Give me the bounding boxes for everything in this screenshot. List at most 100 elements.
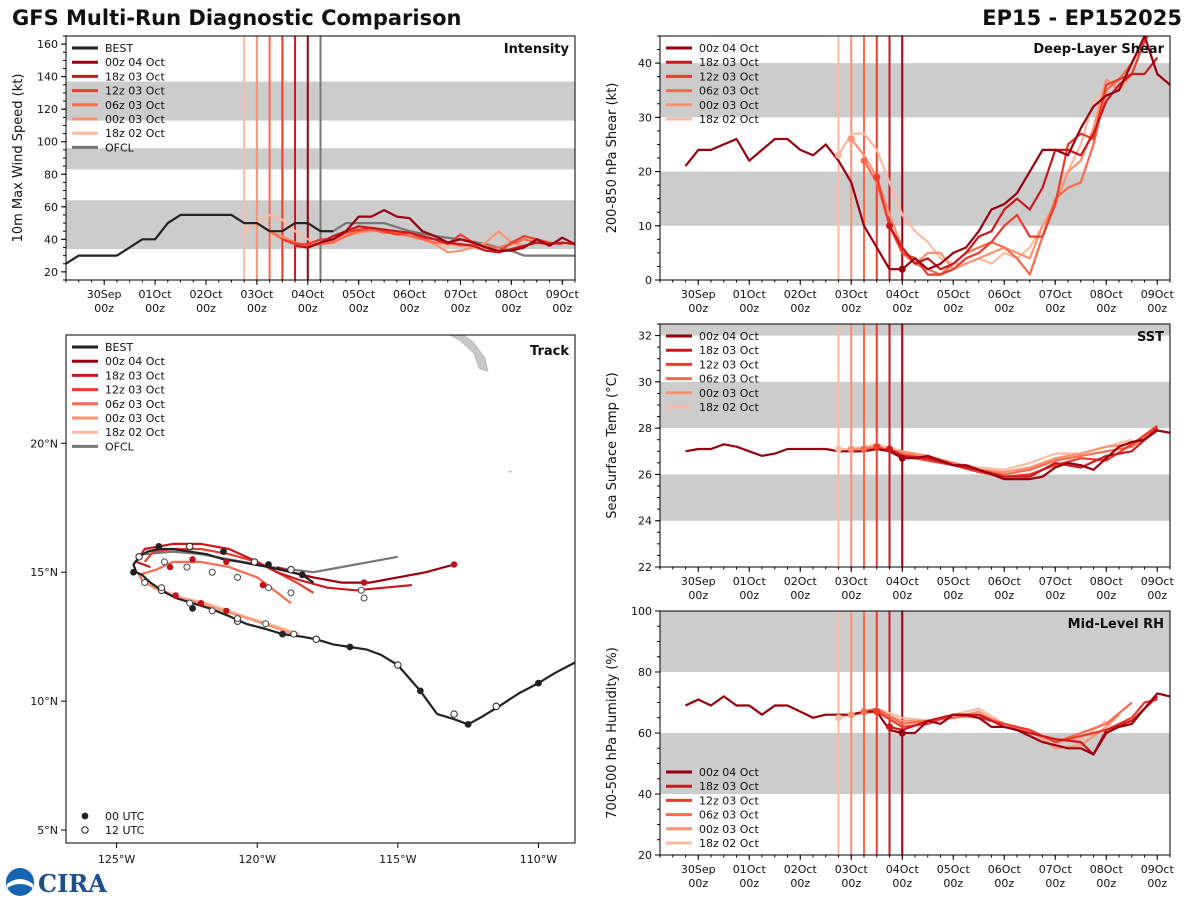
forecast-dot-00utc (172, 592, 179, 599)
init-marker (860, 157, 868, 165)
best-dot-12utc (287, 565, 295, 574)
legend-label: 06z 03 Oct (105, 99, 165, 112)
panel-title: Deep-Layer Shear (1033, 42, 1164, 57)
forecast-dot-00utc (189, 556, 196, 563)
x-tick-label: 00z (943, 302, 963, 315)
series-line-12z-03-Oct (875, 36, 1149, 276)
plot-area (660, 324, 1170, 567)
x-tick-label: 00z (841, 589, 861, 602)
forecast-dot-12utc (208, 607, 216, 615)
legend-label-12utc: 12 UTC (105, 824, 145, 837)
island-socorro (509, 470, 512, 473)
x-tick-label: 06Oct (988, 288, 1022, 301)
x-tick-label: 03Oct (835, 863, 869, 876)
x-tick-label: 30Sep (87, 288, 122, 301)
legend-label: 18z 02 Oct (105, 127, 165, 140)
series-line-06z-03-Oct (863, 40, 1146, 276)
figure-title: GFS Multi-Run Diagnostic Comparison (12, 6, 462, 30)
shaded-band (660, 171, 1170, 226)
x-tick-label: 00z (790, 302, 810, 315)
best-dot-00utc (189, 604, 196, 612)
forecast-dot-12utc (264, 584, 272, 592)
best-dot-12utc (312, 635, 320, 643)
x-tick-label: 06Oct (988, 575, 1022, 588)
x-tick-label: 08Oct (495, 288, 529, 301)
best-dot-12utc (186, 542, 194, 551)
best-dot-00utc (346, 643, 354, 651)
x-tick-label: 00z (247, 302, 267, 315)
best-dot-00utc (265, 561, 272, 568)
y-tick-label: 30 (638, 376, 652, 389)
init-marker (898, 265, 906, 273)
x-tick-label: 05Oct (937, 863, 971, 876)
legend-label: 00z 04 Oct (699, 766, 759, 779)
y-tick-label: 40 (638, 788, 652, 801)
track-panel: 125°W 120°W 115°W 110°W 5°N 10°N 15°N 20°N Track… (30, 334, 576, 866)
forecast-dot-00utc (223, 607, 230, 615)
x-tick-label: 09Oct (1141, 863, 1175, 876)
y-tick-label: 30 (638, 111, 652, 124)
x-tick-label: 03Oct (835, 288, 869, 301)
x-tick-label: 00z (943, 589, 963, 602)
x-tick-label: 30Sep (681, 575, 716, 588)
x-tick-label: 09Oct (546, 288, 580, 301)
x-tick-label: 09Oct (1141, 288, 1175, 301)
x-tick-label: 09Oct (1141, 575, 1175, 588)
shaded-band (660, 381, 1170, 429)
plot-area (66, 36, 575, 280)
x-tick-label: 06Oct (393, 288, 427, 301)
map-frame (65, 334, 576, 844)
x-tick-label: 05Oct (937, 575, 971, 588)
track-line-BEST (132, 547, 575, 726)
y-tick-label: 60 (44, 201, 58, 214)
init-marker (847, 711, 855, 719)
forecast-dot-12utc (158, 584, 166, 592)
series-line-OFCL (320, 222, 575, 257)
init-marker (835, 714, 842, 722)
x-tick-label: 07Oct (1039, 288, 1073, 301)
best-dot-12utc (450, 710, 458, 718)
legend-label: 18z 02 Oct (699, 401, 759, 414)
init-marker (847, 135, 855, 143)
x-tick-label: 05Oct (937, 288, 971, 301)
best-dot-00utc (535, 679, 542, 687)
x-tick-label: 00z (688, 302, 708, 315)
x-tick-label: 00z (1147, 877, 1167, 890)
shaded-band (660, 611, 1170, 672)
rh-panel: 2040608010030Sep00z01Oct00z02Oct00z03Oct… (605, 605, 1174, 890)
x-tick-label: 00z (1147, 302, 1167, 315)
x-tick-label: 00z (1045, 877, 1065, 890)
x-tick-label: 00z (892, 877, 912, 890)
y-tick-label: 40 (44, 233, 58, 246)
lat-tick-label: 20°N (30, 437, 58, 450)
y-tick-label: 26 (638, 468, 652, 481)
x-tick-label: 00z (841, 302, 861, 315)
forecast-dot-00utc (166, 563, 174, 571)
best-dot-00utc (155, 543, 163, 550)
legend-label: 18z 02 Oct (699, 113, 759, 126)
x-tick-label: 01Oct (733, 575, 767, 588)
forecast-dot-12utc (160, 558, 168, 566)
x-tick-label: 00z (892, 302, 912, 315)
lat-tick-label: 15°N (30, 566, 58, 579)
y-tick-label: 20 (44, 266, 58, 279)
plot-area (660, 36, 1170, 280)
legend-label: 00z 03 Oct (699, 99, 759, 112)
y-axis-label: 10m Max Wind Speed (kt) (11, 74, 26, 243)
forecast-dot-00utc (259, 581, 267, 589)
best-dot-00utc (416, 687, 424, 695)
sst-panel: 22242628303230Sep00z01Oct00z02Oct00z03Oc… (605, 323, 1175, 602)
x-tick-label: 02Oct (784, 863, 818, 876)
legend-label: 00z 04 Oct (105, 355, 165, 368)
panel-title: Intensity (504, 42, 570, 57)
series-line-00z-04-Oct (307, 209, 575, 252)
series-line-06z-03-Oct (863, 701, 1133, 744)
best-dot-12utc (492, 702, 500, 711)
y-tick-label: 100 (631, 605, 652, 618)
y-tick-label: 0 (645, 274, 652, 287)
y-axis-label: 700-500 hPa Humidity (%) (605, 647, 620, 819)
forecast-dot-12utc (357, 586, 365, 594)
x-tick-label: 07Oct (1039, 863, 1073, 876)
x-tick-label: 08Oct (1090, 575, 1124, 588)
forecast-dot-00utc (360, 579, 368, 586)
